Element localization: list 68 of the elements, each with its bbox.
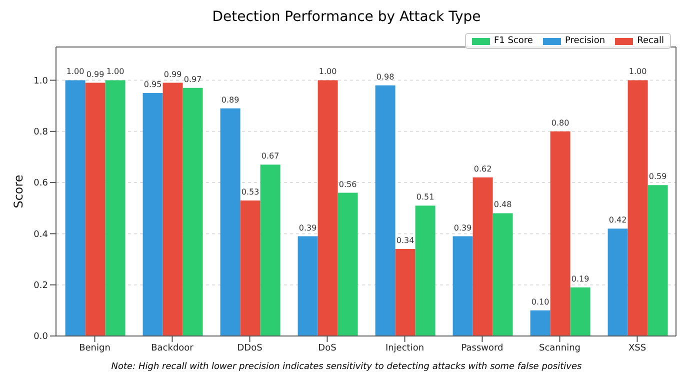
- bar: [608, 228, 628, 336]
- data-label: 1.00: [106, 67, 124, 76]
- data-label: 1.00: [628, 67, 647, 76]
- data-label: 0.95: [144, 80, 162, 90]
- data-label: 0.48: [494, 200, 512, 210]
- x-tick-label: DDoS: [237, 343, 263, 354]
- x-tick-label: Injection: [385, 343, 424, 354]
- bar: [375, 85, 396, 336]
- data-label: 0.62: [474, 164, 492, 174]
- y-tick-label: 1.0: [34, 76, 48, 86]
- data-label: 0.10: [531, 297, 550, 306]
- x-tick-label: XSS: [628, 343, 646, 354]
- bar: [570, 287, 590, 336]
- bar: [318, 80, 338, 336]
- data-label: 1.00: [66, 67, 84, 76]
- data-label: 0.80: [551, 118, 570, 128]
- bar: [530, 310, 550, 336]
- legend-label: F1 Score: [494, 36, 533, 46]
- x-tick-label: Backdoor: [151, 343, 194, 354]
- bar: [550, 131, 570, 336]
- y-tick-label: 0.8: [34, 128, 48, 138]
- data-label: 0.34: [396, 236, 414, 246]
- bar: [220, 108, 240, 336]
- legend-label: Precision: [564, 36, 606, 46]
- bar: [65, 80, 86, 336]
- bar: [338, 192, 358, 336]
- data-label: 0.39: [298, 223, 317, 232]
- x-tick-label: Benign: [79, 343, 110, 354]
- bar: [492, 213, 513, 336]
- data-label: 0.67: [261, 152, 280, 161]
- bar: [85, 82, 106, 336]
- data-label: 1.00: [318, 67, 337, 76]
- y-tick-label: 0.0: [34, 332, 48, 342]
- data-label: 0.39: [454, 223, 472, 232]
- bar: [182, 88, 203, 336]
- x-tick-label: Password: [461, 343, 504, 354]
- y-tick-label: 0.2: [34, 281, 48, 292]
- data-label: 0.42: [608, 216, 627, 225]
- data-label: 0.97: [184, 74, 202, 84]
- bar: [260, 164, 280, 336]
- data-label: 0.99: [164, 70, 182, 79]
- y-tick-label: 0.6: [34, 178, 48, 189]
- bar: [452, 236, 473, 336]
- bar: [395, 249, 416, 336]
- bar: [105, 80, 126, 336]
- bar: [162, 82, 183, 336]
- bar: [298, 236, 318, 336]
- bar: [648, 185, 668, 336]
- chart-title: Detection Performance by Attack Type: [211, 8, 482, 26]
- y-tick-label: 0.4: [34, 230, 48, 240]
- bar: [142, 93, 163, 336]
- bar: [240, 200, 260, 336]
- y-axis-title: Score: [11, 174, 26, 208]
- bar: [472, 177, 493, 336]
- bar: [628, 80, 648, 336]
- x-tick-label: DoS: [318, 343, 337, 354]
- x-tick-label: Scanning: [538, 343, 581, 354]
- data-label: 0.59: [648, 172, 667, 182]
- data-label: 0.99: [86, 70, 104, 79]
- text: Note: High recall with lower precision indicates sensitivity to detecting attacks with some false positives: [110, 362, 583, 372]
- bar: [415, 206, 436, 336]
- data-label: 0.51: [416, 192, 434, 202]
- data-label: 0.98: [376, 72, 394, 82]
- data-label: 0.89: [221, 95, 240, 104]
- data-label: 0.53: [241, 187, 260, 196]
- legend-label: Recall: [637, 36, 664, 46]
- data-label: 0.56: [338, 180, 357, 189]
- data-label: 0.19: [571, 274, 590, 284]
